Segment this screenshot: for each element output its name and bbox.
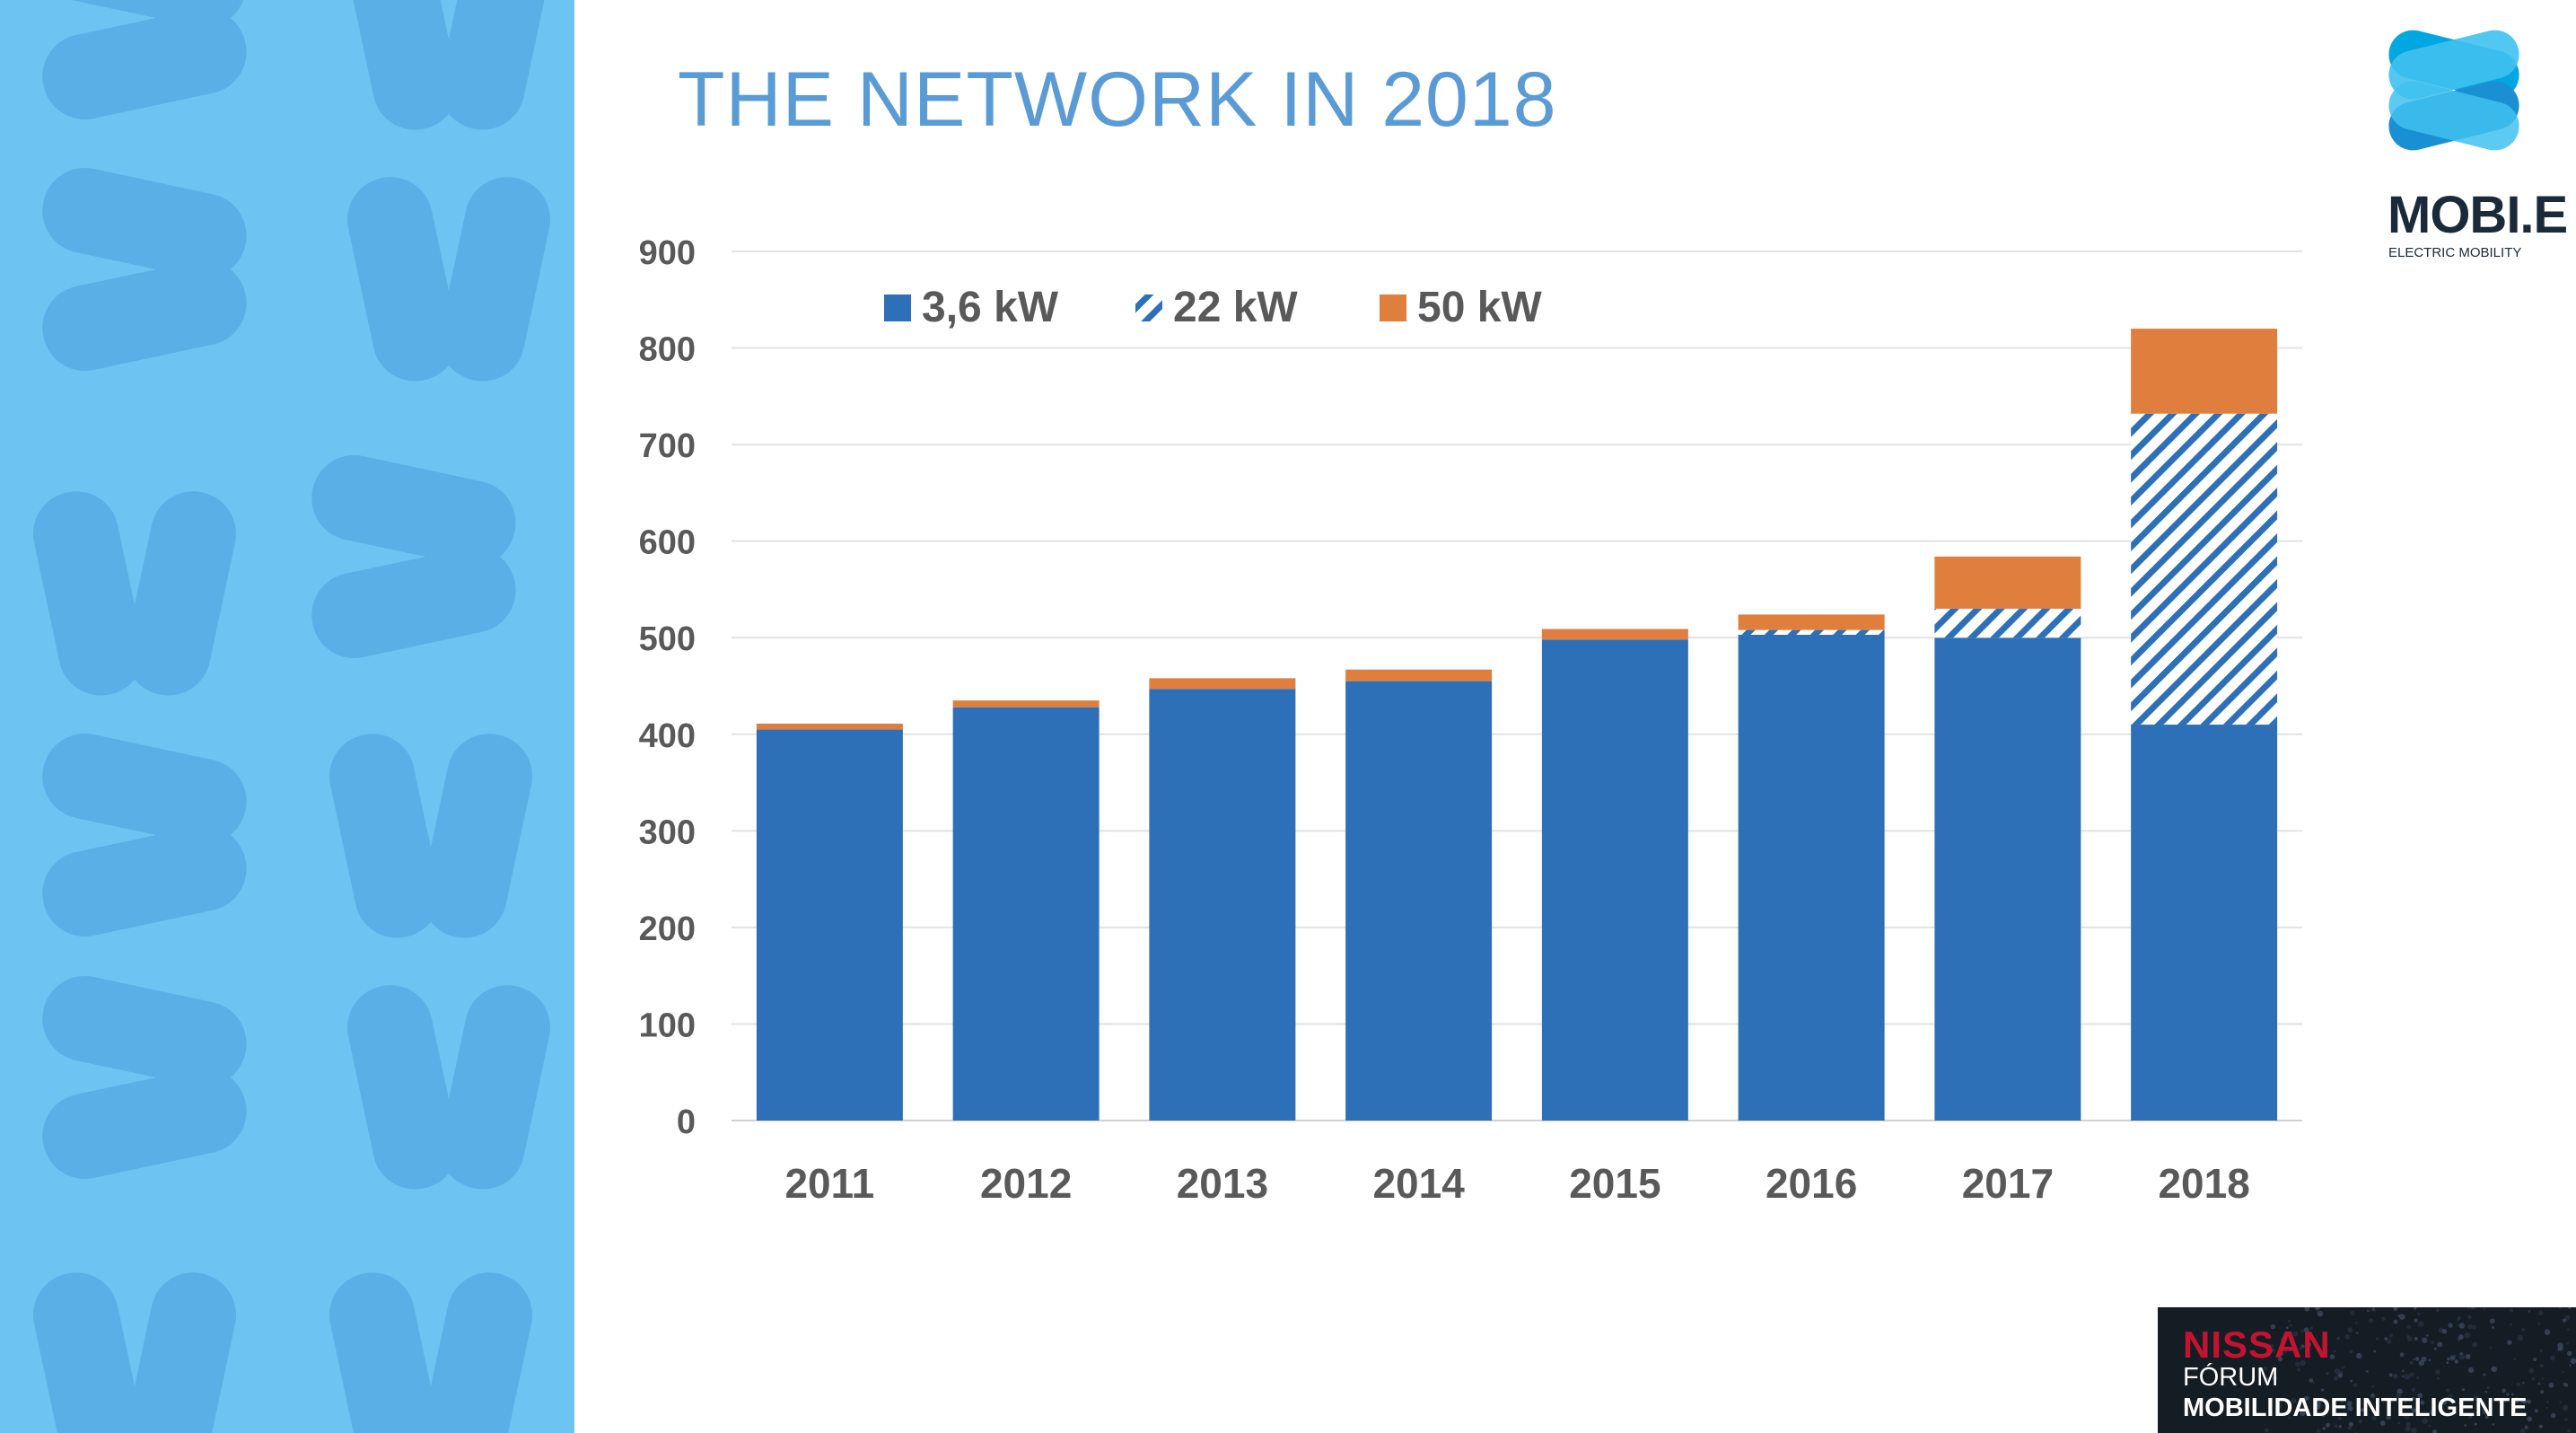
- legend-label: 3,6 kW: [922, 284, 1059, 331]
- y-tick-label: 800: [639, 331, 696, 369]
- bar-segment-22-kw-2016: [1738, 629, 1885, 635]
- bar-segment-3-6-kw-2016: [1738, 634, 1885, 1121]
- y-tick-label: 600: [639, 524, 696, 562]
- sponsor-line2: MOBILIDADE INTELIGENTE: [2183, 1393, 2528, 1422]
- pattern-shape: [347, 177, 550, 382]
- sponsor-texture: [2263, 1307, 2576, 1433]
- page-title: THE NETWORK IN 2018: [678, 57, 1557, 143]
- bar-segment-50-kw-2013: [1149, 678, 1296, 690]
- x-tick-label: 2016: [1766, 1160, 1857, 1207]
- logo-word: MOBI.E: [2388, 186, 2568, 244]
- y-tick-label: 100: [639, 1007, 696, 1044]
- bar-segment-22-kw-2018: [2131, 413, 2278, 725]
- bar-segment-3-6-kw-2011: [756, 729, 903, 1121]
- pattern-shape: [42, 734, 247, 936]
- pattern-shape: [33, 1272, 236, 1433]
- y-tick-label: 700: [639, 427, 696, 465]
- bar-segment-3-6-kw-2014: [1345, 681, 1493, 1121]
- bar-segment-22-kw-2017: [1934, 608, 2081, 638]
- mobie-logo-icon: [2388, 30, 2519, 151]
- pattern-shape: [33, 491, 236, 696]
- pattern-shape: [42, 168, 247, 371]
- pattern-shape: [42, 976, 247, 1179]
- logo-subtitle: ELECTRIC MOBILITY: [2388, 245, 2522, 260]
- bar-segment-3-6-kw-2015: [1541, 639, 1688, 1121]
- y-tick-label: 500: [639, 620, 696, 658]
- bar-segment-3-6-kw-2012: [952, 707, 1100, 1121]
- bar-segment-3-6-kw-2017: [1934, 637, 2081, 1121]
- mobie-logo: [2379, 9, 2558, 269]
- x-tick-label: 2015: [1569, 1160, 1660, 1207]
- pattern-shape: [347, 0, 550, 130]
- bar-segment-50-kw-2018: [2131, 329, 2278, 414]
- y-tick-label: 900: [639, 234, 696, 272]
- y-tick-label: 300: [639, 813, 696, 851]
- pattern-shape: [329, 734, 532, 938]
- y-tick-label: 200: [639, 910, 696, 948]
- x-tick-label: 2017: [1962, 1160, 2054, 1207]
- legend-swatch: [1380, 295, 1406, 321]
- bar-segment-3-6-kw-2013: [1149, 689, 1296, 1121]
- pattern-shape: [347, 985, 550, 1190]
- x-tick-label: 2014: [1372, 1160, 1465, 1207]
- bar-segment-50-kw-2017: [1934, 556, 2081, 609]
- sponsor-brand: NISSAN: [2183, 1323, 2331, 1366]
- bar-segment-50-kw-2014: [1345, 669, 1493, 681]
- pattern-shape: [329, 1272, 532, 1433]
- bar-segment-3-6-kw-2018: [2131, 725, 2278, 1121]
- side-pattern: [33, 0, 550, 1433]
- legend-swatch: [1135, 295, 1162, 321]
- pattern-shape: [42, 0, 247, 119]
- x-tick-label: 2012: [980, 1160, 1072, 1207]
- sponsor-banner: NISSAN FÓRUM MOBILIDADE INTELIGENTE: [2158, 1307, 2576, 1433]
- bar-segment-50-kw-2012: [952, 700, 1100, 708]
- legend-label: 50 kW: [1417, 284, 1542, 331]
- x-tick-label: 2013: [1177, 1160, 1268, 1207]
- bar-segment-50-kw-2015: [1541, 629, 1688, 640]
- bar-segment-50-kw-2011: [756, 723, 903, 730]
- bar-segment-50-kw-2016: [1738, 614, 1885, 630]
- sponsor-line1: FÓRUM: [2183, 1363, 2279, 1392]
- x-tick-label: 2018: [2158, 1160, 2249, 1207]
- legend-label: 22 kW: [1173, 284, 1298, 331]
- legend-swatch: [884, 295, 911, 321]
- y-tick-label: 0: [677, 1103, 696, 1141]
- x-tick-label: 2011: [784, 1160, 874, 1207]
- pattern-shape: [311, 455, 516, 658]
- y-tick-label: 400: [639, 717, 696, 755]
- side-panel: [0, 0, 574, 1433]
